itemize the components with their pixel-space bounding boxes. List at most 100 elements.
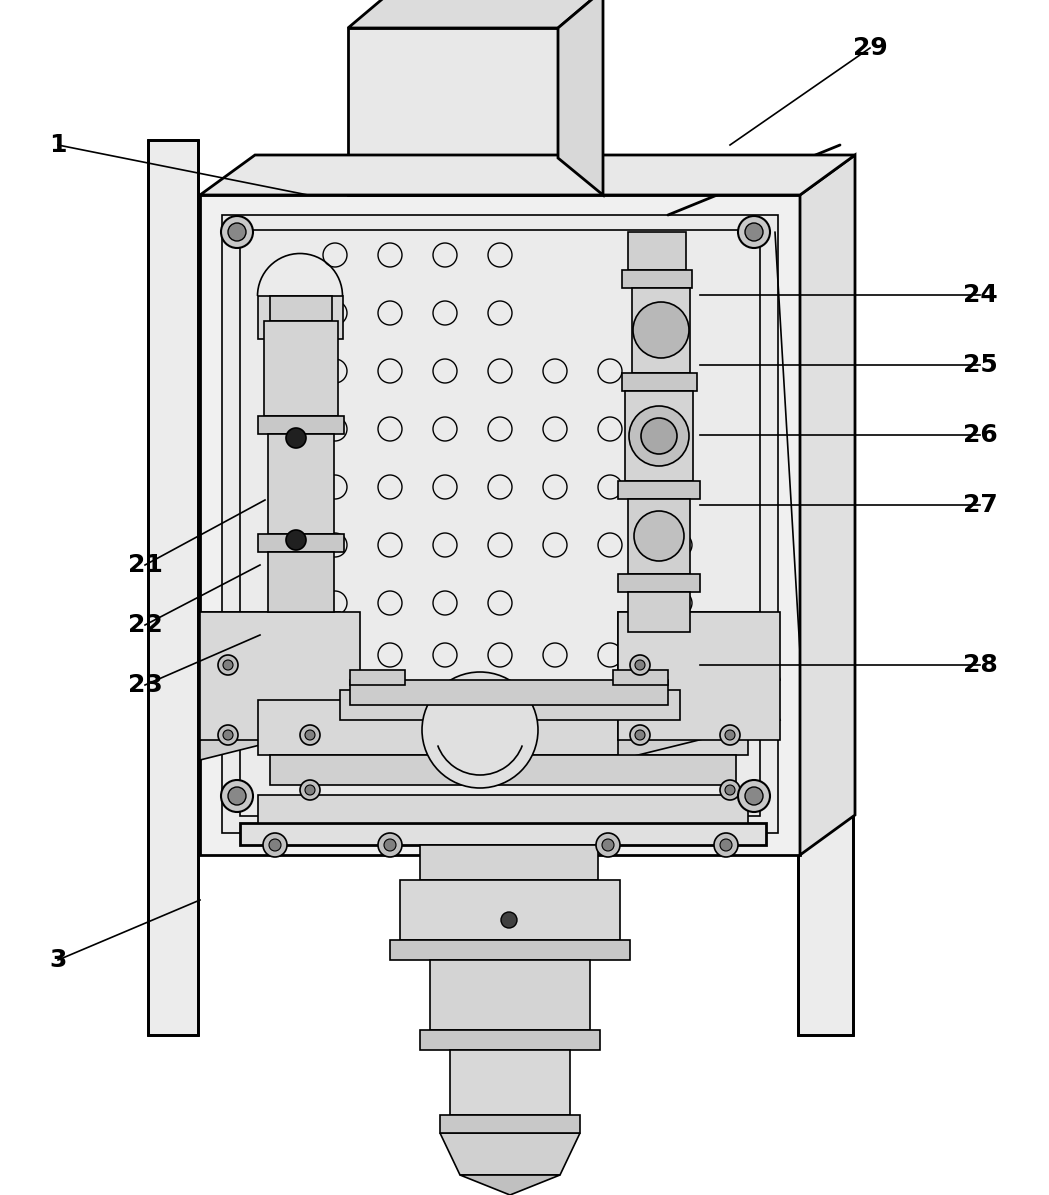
Bar (267, 434, 334, 534)
Text: 24: 24 (963, 283, 998, 307)
Bar (450, 1050, 570, 1115)
Circle shape (720, 780, 740, 799)
Circle shape (305, 785, 315, 795)
Text: 22: 22 (128, 613, 163, 637)
Bar (240, 229, 759, 816)
Polygon shape (200, 612, 360, 740)
Polygon shape (200, 155, 855, 195)
Bar (628, 592, 690, 632)
Circle shape (223, 660, 233, 670)
Polygon shape (440, 1133, 580, 1175)
Circle shape (305, 730, 315, 740)
Bar (270, 755, 736, 785)
Bar (258, 534, 344, 552)
Bar (264, 321, 338, 416)
Bar (618, 612, 780, 740)
Bar (430, 960, 590, 1030)
Circle shape (300, 725, 320, 744)
Circle shape (633, 302, 689, 358)
Bar (222, 215, 778, 833)
Circle shape (228, 223, 247, 241)
Bar (240, 823, 766, 845)
Text: 28: 28 (963, 652, 998, 678)
Circle shape (634, 511, 684, 560)
Circle shape (384, 839, 397, 851)
Polygon shape (461, 1175, 560, 1195)
Text: 1: 1 (49, 133, 67, 157)
Bar (258, 700, 748, 755)
Bar (440, 1115, 580, 1133)
Text: 26: 26 (963, 423, 998, 447)
Bar (628, 232, 686, 270)
Text: 29: 29 (853, 36, 887, 60)
Bar (270, 296, 331, 321)
Text: 3: 3 (49, 948, 67, 972)
Text: 25: 25 (963, 353, 998, 376)
Bar (628, 500, 690, 574)
Circle shape (300, 780, 320, 799)
Circle shape (501, 912, 517, 929)
Circle shape (720, 839, 732, 851)
Circle shape (218, 655, 238, 675)
Text: 27: 27 (963, 494, 998, 517)
Polygon shape (558, 0, 603, 195)
Circle shape (738, 216, 770, 249)
Circle shape (286, 531, 306, 550)
Circle shape (378, 833, 402, 857)
Polygon shape (618, 680, 780, 760)
Bar (618, 574, 700, 592)
Bar (267, 552, 334, 612)
Circle shape (602, 839, 614, 851)
Circle shape (738, 780, 770, 811)
Circle shape (269, 839, 281, 851)
Bar (420, 1030, 600, 1050)
Circle shape (630, 655, 650, 675)
Circle shape (422, 672, 538, 788)
Bar (613, 670, 668, 685)
Circle shape (596, 833, 620, 857)
Bar (622, 373, 697, 391)
Bar (200, 195, 800, 854)
Bar (798, 195, 853, 1035)
Circle shape (221, 780, 253, 811)
Circle shape (714, 833, 738, 857)
Polygon shape (618, 612, 780, 740)
Bar (631, 288, 690, 373)
Bar (625, 391, 693, 482)
Polygon shape (348, 0, 603, 27)
Bar (258, 296, 343, 339)
Circle shape (629, 406, 689, 466)
Bar (622, 270, 692, 288)
Circle shape (630, 725, 650, 744)
Circle shape (720, 725, 740, 744)
Text: 21: 21 (128, 553, 163, 577)
Bar (148, 140, 198, 1035)
Bar (348, 27, 558, 195)
Circle shape (263, 833, 287, 857)
Bar (400, 880, 620, 940)
Bar (258, 795, 748, 823)
Polygon shape (800, 155, 855, 854)
Circle shape (725, 785, 735, 795)
Bar (350, 670, 405, 685)
Circle shape (641, 418, 677, 454)
Circle shape (223, 730, 233, 740)
Circle shape (286, 428, 306, 448)
Circle shape (635, 660, 645, 670)
Circle shape (725, 730, 735, 740)
Circle shape (745, 788, 763, 805)
Bar (340, 690, 680, 721)
Bar (258, 416, 344, 434)
Circle shape (221, 216, 253, 249)
Bar (350, 680, 668, 705)
Bar (200, 612, 360, 740)
Polygon shape (200, 680, 360, 760)
Bar (618, 482, 700, 500)
Text: 23: 23 (128, 673, 163, 697)
Bar (390, 940, 630, 960)
Circle shape (218, 725, 238, 744)
Circle shape (745, 223, 763, 241)
Circle shape (635, 730, 645, 740)
Bar (420, 845, 598, 880)
Circle shape (228, 788, 247, 805)
